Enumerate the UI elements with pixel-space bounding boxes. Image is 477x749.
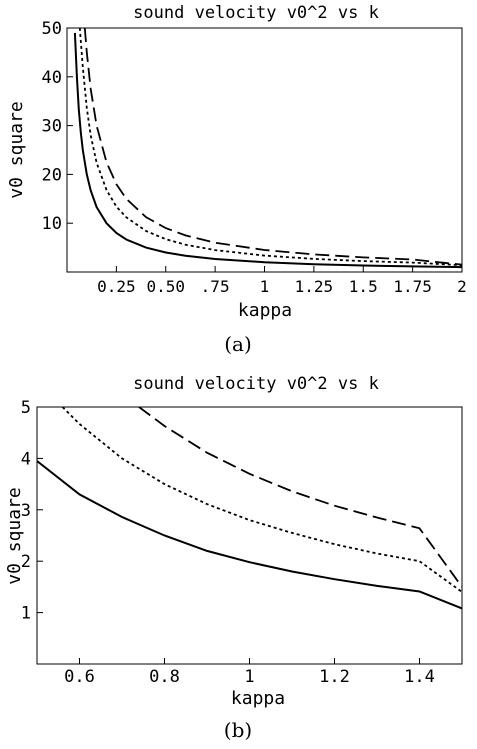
x-tick-label: 0.50	[146, 277, 185, 296]
x-tick-label: 1.75	[393, 277, 432, 296]
panel-a: sound velocity v0^2 vs k 0.25 0.50 .75 1 1.2…	[6, 3, 467, 356]
series-line-dotted	[61, 407, 462, 593]
x-axis-ticks: 0.6 0.8 1 1.2 1.4	[64, 658, 435, 687]
plot-frame	[66, 27, 463, 273]
panel-b: sound velocity v0^2 vs k 0.6 0.8 1 1.2 1.4 1…	[4, 374, 463, 742]
plot-frame	[36, 406, 463, 665]
panel-label: (a)	[224, 332, 252, 356]
x-tick-label: 2	[457, 277, 467, 296]
chart-title: sound velocity v0^2 vs k	[133, 3, 379, 23]
y-tick-label: 30	[42, 117, 62, 137]
x-tick-label: 1.25	[295, 277, 334, 296]
y-tick-label: 4	[21, 449, 31, 469]
x-axis-label: kappa	[231, 688, 285, 709]
x-tick-label: 0.8	[149, 667, 180, 687]
x-tick-label: 0.6	[64, 667, 95, 687]
panel-label: (b)	[224, 718, 252, 742]
y-axis-label: v0 square	[6, 101, 27, 199]
y-tick-label: 3	[21, 501, 31, 521]
plot-area	[37, 407, 462, 610]
x-tick-label: 0.25	[97, 277, 136, 296]
y-tick-label: 50	[42, 19, 62, 39]
series-line-dashed	[83, 28, 462, 266]
y-tick-label: 10	[42, 214, 62, 234]
x-tick-label: .75	[201, 277, 230, 296]
series-line-dotted	[78, 28, 462, 267]
x-axis-ticks: 0.25 0.50 .75 1 1.25 1.5 1.75 2	[97, 266, 467, 296]
y-tick-label: 40	[42, 68, 62, 88]
series-line-dashed	[138, 407, 462, 588]
series-line-solid	[37, 460, 462, 610]
series-line-solid	[73, 32, 462, 269]
chart-title: sound velocity v0^2 vs k	[133, 374, 379, 394]
y-tick-label: 5	[21, 398, 31, 418]
plot-area	[73, 28, 462, 269]
x-axis-label: kappa	[238, 300, 292, 321]
y-tick-label: 20	[42, 165, 62, 185]
y-axis-ticks: 10 20 30 40 50	[42, 19, 73, 234]
y-axis-ticks: 1 2 3 4 5	[21, 398, 43, 624]
x-tick-label: 1.4	[404, 667, 435, 687]
x-tick-label: 1.2	[319, 667, 350, 687]
x-tick-label: 1	[260, 277, 270, 296]
x-tick-label: 1.5	[349, 277, 378, 296]
x-tick-label: 1	[244, 667, 254, 687]
y-tick-label: 1	[21, 604, 31, 624]
y-tick-label: 2	[21, 552, 31, 572]
y-axis-label: v0 square	[4, 487, 25, 585]
